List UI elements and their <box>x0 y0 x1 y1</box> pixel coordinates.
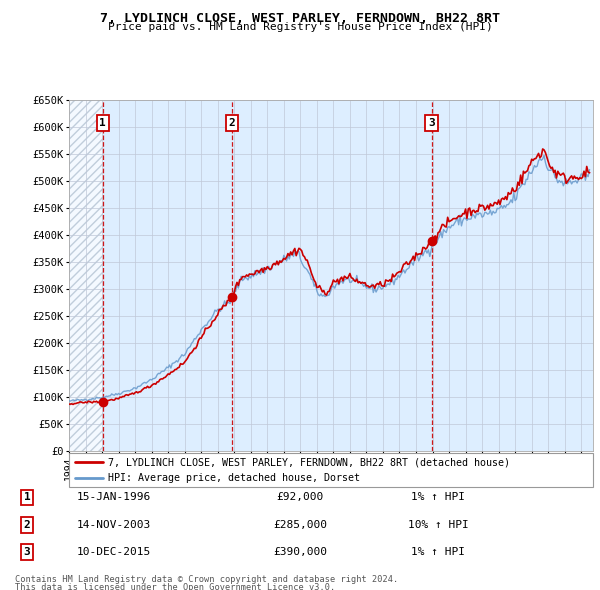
Text: Price paid vs. HM Land Registry's House Price Index (HPI): Price paid vs. HM Land Registry's House … <box>107 22 493 32</box>
Text: £285,000: £285,000 <box>273 520 327 530</box>
Text: 2: 2 <box>229 118 235 128</box>
Text: HPI: Average price, detached house, Dorset: HPI: Average price, detached house, Dors… <box>108 473 360 483</box>
Text: 3: 3 <box>428 118 435 128</box>
Text: 1: 1 <box>23 493 31 502</box>
Text: 1% ↑ HPI: 1% ↑ HPI <box>411 548 465 557</box>
Text: This data is licensed under the Open Government Licence v3.0.: This data is licensed under the Open Gov… <box>15 582 335 590</box>
Text: Contains HM Land Registry data © Crown copyright and database right 2024.: Contains HM Land Registry data © Crown c… <box>15 575 398 585</box>
Text: 7, LYDLINCH CLOSE, WEST PARLEY, FERNDOWN, BH22 8RT (detached house): 7, LYDLINCH CLOSE, WEST PARLEY, FERNDOWN… <box>108 457 510 467</box>
Text: 7, LYDLINCH CLOSE, WEST PARLEY, FERNDOWN, BH22 8RT: 7, LYDLINCH CLOSE, WEST PARLEY, FERNDOWN… <box>100 12 500 25</box>
Text: 15-JAN-1996: 15-JAN-1996 <box>77 493 151 502</box>
Bar <box>69 100 103 451</box>
Text: 1% ↑ HPI: 1% ↑ HPI <box>411 493 465 502</box>
Text: 10% ↑ HPI: 10% ↑ HPI <box>407 520 469 530</box>
Text: 1: 1 <box>100 118 106 128</box>
Text: £390,000: £390,000 <box>273 548 327 557</box>
Text: 14-NOV-2003: 14-NOV-2003 <box>77 520 151 530</box>
Text: £92,000: £92,000 <box>277 493 323 502</box>
Text: 10-DEC-2015: 10-DEC-2015 <box>77 548 151 557</box>
Text: 3: 3 <box>23 548 31 557</box>
Text: 2: 2 <box>23 520 31 530</box>
